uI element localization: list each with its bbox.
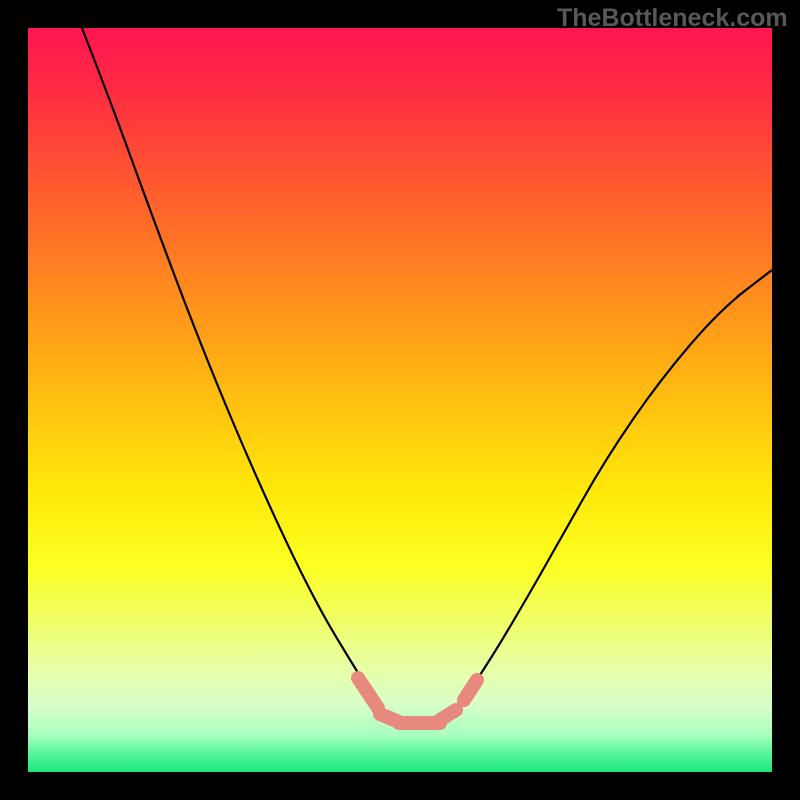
chart-svg <box>0 0 800 800</box>
watermark-text: TheBottleneck.com <box>557 4 788 33</box>
bottom-mark <box>440 710 456 720</box>
plot-background <box>28 28 772 772</box>
